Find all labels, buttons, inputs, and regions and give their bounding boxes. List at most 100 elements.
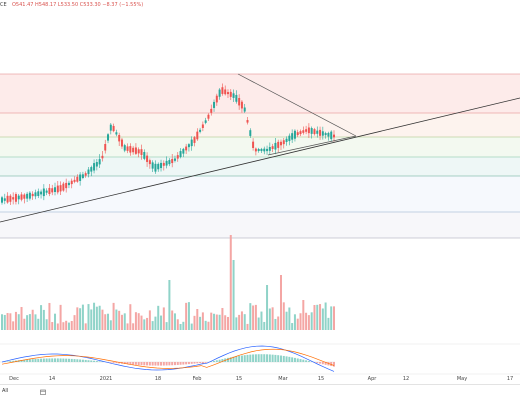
fib-band-grey — [0, 212, 520, 238]
macd-histogram-bar — [288, 357, 290, 362]
candle-body — [266, 149, 268, 151]
volume-bar — [76, 307, 78, 330]
volume-bar — [300, 313, 302, 330]
candle-body — [249, 130, 251, 136]
macd-histogram-bar — [308, 361, 310, 362]
volume-bar — [71, 321, 73, 330]
volume-bar — [101, 310, 103, 330]
macd-histogram-bar — [180, 362, 182, 365]
candle-body — [82, 174, 84, 178]
macd-histogram-bar — [43, 359, 45, 362]
macd-histogram-bar — [297, 358, 299, 362]
candle-body — [297, 132, 299, 135]
candle-body — [286, 139, 288, 142]
macd-histogram-bar — [37, 359, 39, 362]
macd-histogram-bar — [291, 357, 293, 362]
volume-bar — [188, 302, 190, 330]
candle-body — [230, 92, 232, 97]
candle-body — [277, 142, 279, 148]
macd-histogram-bar — [65, 359, 67, 362]
volume-bar — [21, 307, 23, 330]
volume-bar — [235, 317, 237, 330]
macd-histogram-bar — [135, 362, 137, 365]
macd-histogram-bar — [177, 362, 179, 365]
macd-histogram-bar — [160, 362, 162, 366]
volume-bar — [247, 324, 249, 330]
candle-body — [182, 149, 184, 154]
macd-histogram-bar — [238, 356, 240, 362]
macd-histogram-bar — [252, 354, 254, 362]
macd-histogram-bar — [235, 356, 237, 362]
candle-body — [311, 128, 313, 134]
macd-histogram-bar — [280, 356, 282, 362]
x-tick-label: 2021 — [100, 376, 113, 382]
range-all-button[interactable]: All — [2, 388, 8, 394]
candle-body — [196, 132, 198, 140]
volume-bar — [32, 310, 34, 330]
macd-histogram-bar — [305, 360, 307, 362]
candle-body — [227, 92, 229, 94]
volume-bar — [313, 305, 315, 330]
macd-histogram-bar — [157, 362, 159, 366]
candle-body — [319, 130, 321, 136]
volume-bar — [319, 304, 321, 330]
fib-band-top — [0, 74, 520, 113]
macd-histogram-bar — [194, 362, 196, 364]
candle-body — [260, 149, 262, 151]
candle-body — [171, 159, 173, 163]
candle-body — [305, 129, 307, 132]
volume-bar — [140, 316, 142, 330]
candle-body — [71, 181, 73, 184]
volume-bar — [166, 322, 168, 330]
candle-body — [15, 194, 17, 202]
volume-bar — [149, 310, 151, 330]
volume-bar — [269, 309, 271, 330]
volume-bar — [207, 322, 209, 330]
macd-histogram-bar — [333, 362, 335, 367]
volume-bar — [219, 315, 221, 330]
volume-bar — [99, 306, 101, 330]
candle-body — [202, 124, 204, 128]
volume-bar — [325, 303, 327, 330]
fib-band-green — [0, 137, 520, 157]
candle-body — [288, 136, 290, 141]
macd-histogram-bar — [57, 358, 59, 362]
candle-body — [258, 149, 260, 151]
candle-body — [280, 142, 282, 145]
candle-body — [252, 142, 254, 148]
candle-body — [185, 147, 187, 151]
volume-bar — [96, 307, 98, 330]
volume-bar — [283, 302, 285, 330]
candle-body — [68, 183, 70, 185]
volume-bar — [51, 322, 53, 330]
x-tick-label: 18 — [155, 376, 161, 382]
candle-body — [113, 126, 115, 131]
candle-body — [207, 115, 209, 119]
x-tick-label: May — [457, 376, 467, 382]
candle-body — [40, 192, 42, 195]
calendar-icon[interactable] — [40, 389, 46, 395]
x-tick-label: 15 — [236, 376, 242, 382]
candle-body — [127, 146, 129, 150]
candle-body — [21, 194, 23, 199]
volume-bar — [143, 319, 145, 330]
candle-body — [9, 196, 11, 202]
candle-body — [18, 196, 20, 200]
volume-bar — [1, 314, 3, 330]
macd-histogram-bar — [9, 361, 11, 362]
macd-histogram-bar — [182, 362, 184, 365]
candle-body — [62, 184, 64, 191]
candle-body — [325, 133, 327, 135]
macd-histogram-bar — [29, 359, 31, 362]
candle-body — [46, 191, 48, 193]
volume-bar — [177, 319, 179, 330]
candle-body — [216, 96, 218, 103]
macd-histogram-bar — [260, 354, 262, 362]
volume-bar — [107, 314, 109, 330]
volume-bar — [302, 300, 304, 330]
price-chart[interactable] — [0, 0, 520, 384]
macd-histogram-bar — [188, 362, 190, 364]
candle-body — [104, 144, 106, 151]
candle-body — [124, 145, 126, 150]
volume-bar — [152, 321, 154, 330]
